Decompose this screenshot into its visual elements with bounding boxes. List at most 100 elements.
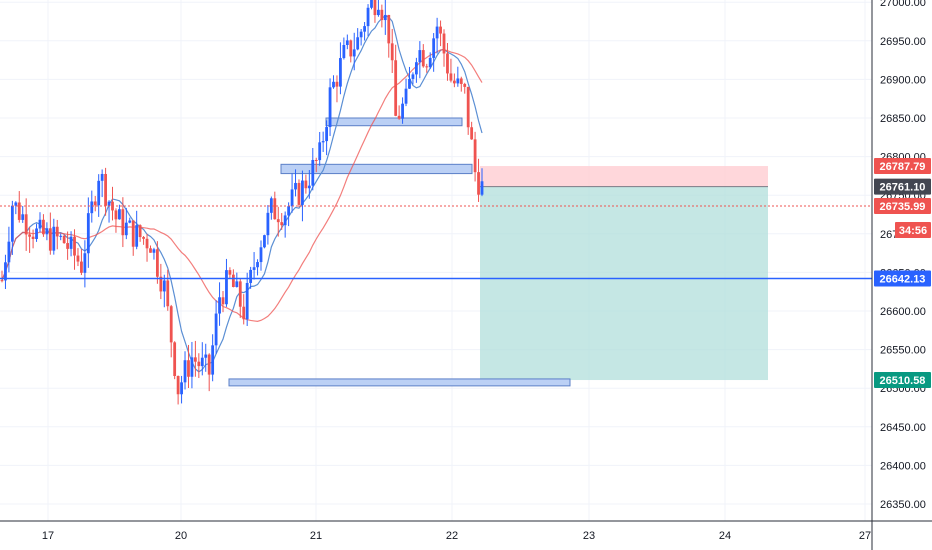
candle-body[interactable]	[446, 53, 449, 74]
candle-body[interactable]	[401, 103, 404, 119]
candle-body[interactable]	[252, 267, 256, 270]
candle-body[interactable]	[193, 357, 197, 362]
candle-body[interactable]	[166, 280, 170, 307]
candle-body[interactable]	[73, 236, 76, 256]
candle-body[interactable]	[294, 182, 297, 190]
position-zones[interactable]	[228, 117, 768, 387]
candle-body[interactable]	[69, 236, 73, 249]
candle-body[interactable]	[80, 261, 83, 273]
level-box[interactable]	[228, 378, 571, 387]
candle-body[interactable]	[359, 31, 363, 38]
level-box[interactable]	[325, 117, 463, 127]
candle-body[interactable]	[7, 241, 11, 263]
candle-body[interactable]	[373, 0, 377, 16]
candles[interactable]	[0, 0, 484, 405]
candle-body[interactable]	[459, 78, 463, 84]
candle-body[interactable]	[17, 202, 21, 220]
candle-body[interactable]	[421, 50, 425, 67]
candle-body[interactable]	[269, 198, 273, 213]
candle-body[interactable]	[273, 198, 277, 220]
candle-body[interactable]	[304, 180, 308, 189]
candle-body[interactable]	[387, 14, 391, 44]
candle-body[interactable]	[59, 235, 63, 237]
candle-body[interactable]	[121, 209, 125, 236]
candle-body[interactable]	[370, 0, 373, 8]
candle-body[interactable]	[55, 226, 59, 237]
candle-body[interactable]	[363, 26, 366, 32]
candle-body[interactable]	[339, 58, 342, 87]
candle-body[interactable]	[290, 189, 294, 207]
candle-body[interactable]	[45, 228, 49, 235]
candle-body[interactable]	[432, 38, 436, 58]
candle-body[interactable]	[207, 354, 211, 375]
take-profit-zone[interactable]	[480, 186, 768, 381]
candle-body[interactable]	[204, 354, 208, 358]
candle-body[interactable]	[314, 159, 318, 161]
candle-body[interactable]	[276, 219, 280, 223]
candle-body[interactable]	[342, 45, 346, 59]
candle-body[interactable]	[321, 141, 325, 143]
candle-body[interactable]	[480, 181, 484, 195]
candle-body[interactable]	[256, 262, 259, 268]
candle-body[interactable]	[335, 81, 339, 87]
candle-body[interactable]	[263, 235, 266, 248]
candle-body[interactable]	[442, 33, 446, 54]
candle-body[interactable]	[149, 248, 152, 253]
candle-body[interactable]	[173, 342, 177, 376]
candle-body[interactable]	[418, 50, 422, 63]
candle-body[interactable]	[470, 127, 474, 140]
candle-body[interactable]	[456, 78, 460, 84]
candle-body[interactable]	[352, 49, 356, 57]
candle-body[interactable]	[48, 228, 52, 251]
candle-body[interactable]	[35, 228, 38, 239]
candle-body[interactable]	[200, 357, 204, 367]
candle-body[interactable]	[301, 180, 304, 205]
candle-body[interactable]	[318, 142, 322, 161]
candle-body[interactable]	[228, 270, 232, 275]
candle-body[interactable]	[24, 214, 28, 235]
candle-body[interactable]	[390, 43, 394, 61]
candle-body[interactable]	[235, 281, 239, 287]
candle-body[interactable]	[231, 274, 235, 287]
candle-body[interactable]	[162, 280, 166, 292]
candle-body[interactable]	[135, 225, 139, 247]
candle-body[interactable]	[283, 215, 287, 226]
candle-body[interactable]	[90, 201, 94, 214]
candle-body[interactable]	[439, 26, 442, 34]
candle-body[interactable]	[356, 37, 360, 50]
candle-body[interactable]	[155, 249, 159, 277]
candle-body[interactable]	[66, 243, 70, 249]
candle-body[interactable]	[145, 238, 149, 249]
candle-body[interactable]	[159, 276, 163, 292]
candle-body[interactable]	[307, 185, 311, 189]
candle-body[interactable]	[169, 306, 173, 343]
candle-body[interactable]	[380, 9, 384, 21]
candle-body[interactable]	[473, 139, 477, 173]
candle-body[interactable]	[242, 306, 246, 320]
candle-body[interactable]	[245, 282, 249, 320]
candle-body[interactable]	[76, 255, 80, 262]
candle-body[interactable]	[449, 73, 453, 81]
candle-body[interactable]	[128, 220, 132, 223]
candle-body[interactable]	[397, 115, 401, 119]
candle-body[interactable]	[4, 262, 7, 281]
candle-body[interactable]	[411, 74, 415, 79]
candle-body[interactable]	[211, 345, 215, 375]
candle-body[interactable]	[425, 66, 429, 68]
candle-body[interactable]	[138, 225, 142, 238]
candle-body[interactable]	[183, 360, 187, 383]
candle-body[interactable]	[97, 180, 101, 206]
candle-body[interactable]	[42, 219, 45, 235]
candle-body[interactable]	[107, 201, 111, 206]
candle-body[interactable]	[86, 213, 90, 254]
candle-body[interactable]	[131, 220, 135, 247]
candle-body[interactable]	[38, 219, 42, 229]
price-lines[interactable]	[0, 205, 872, 280]
candle-body[interactable]	[452, 80, 456, 84]
candle-body[interactable]	[414, 62, 418, 75]
candle-body[interactable]	[287, 206, 291, 216]
candle-body[interactable]	[225, 270, 228, 305]
candle-body[interactable]	[463, 83, 467, 87]
candle-body[interactable]	[266, 212, 270, 236]
